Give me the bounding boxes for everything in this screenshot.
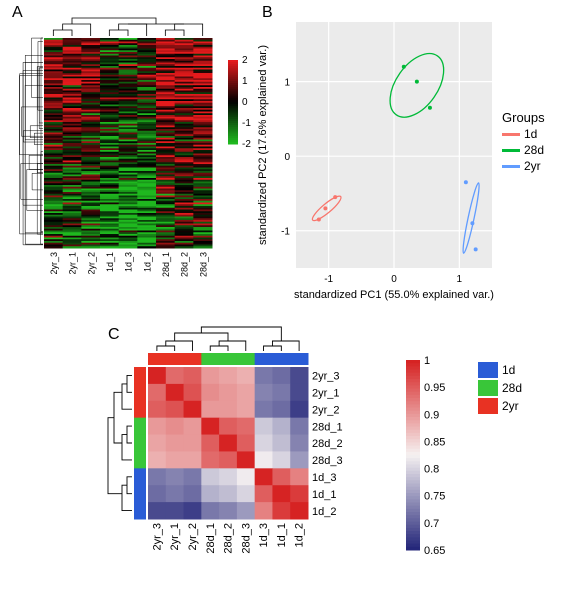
legend-label: 1d <box>502 363 515 377</box>
svg-text:2: 2 <box>242 55 248 66</box>
svg-text:-2: -2 <box>242 139 251 150</box>
legend-title: Groups <box>502 110 545 125</box>
group-color-legend: 1d 28d 2yr <box>478 360 522 416</box>
svg-text:28d_2: 28d_2 <box>223 523 235 554</box>
pca-scatter-b: -1 0 1 -1 0 1 standardized PC1 (55.0% explaine… <box>252 16 518 312</box>
svg-text:28d_2: 28d_2 <box>312 438 343 450</box>
legend-label: 28d <box>502 381 522 395</box>
svg-text:0.9: 0.9 <box>424 409 439 421</box>
svg-text:28d_3: 28d_3 <box>240 523 252 554</box>
svg-text:2yr_1: 2yr_1 <box>68 252 78 275</box>
svg-text:28d_3: 28d_3 <box>198 252 208 277</box>
legend-item-2yr: 2yr <box>502 159 545 173</box>
svg-text:28d_1: 28d_1 <box>312 421 343 433</box>
svg-text:2yr_2: 2yr_2 <box>187 523 199 551</box>
svg-text:2yr_3: 2yr_3 <box>49 252 59 275</box>
legend-swatch <box>478 380 498 396</box>
legend-swatch <box>502 165 520 168</box>
svg-text:-1: -1 <box>281 227 290 238</box>
svg-text:-1: -1 <box>324 274 333 285</box>
legend-swatch <box>502 133 520 136</box>
svg-text:1: 1 <box>242 76 248 87</box>
legend-label: 1d <box>524 127 537 141</box>
svg-text:1d_1: 1d_1 <box>312 489 336 501</box>
svg-text:1d_1: 1d_1 <box>105 252 115 272</box>
legend-label: 2yr <box>502 399 519 413</box>
correlation-heatmap-c: 2yr_3 2yr_1 2yr_2 28d_1 28d_2 28d_3 1d_3 1d_1 1d… <box>92 321 522 591</box>
legend-item-28d: 28d <box>502 143 545 157</box>
svg-text:2yr_3: 2yr_3 <box>312 371 340 383</box>
svg-text:2yr_1: 2yr_1 <box>312 388 340 400</box>
svg-text:0: 0 <box>284 152 290 163</box>
svg-text:2yr_2: 2yr_2 <box>312 404 340 416</box>
svg-text:1: 1 <box>284 78 290 89</box>
svg-text:1d_2: 1d_2 <box>142 252 152 272</box>
svg-text:0.8: 0.8 <box>424 464 439 476</box>
groups-legend: Groups 1d 28d 2yr <box>502 110 545 175</box>
svg-text:-1: -1 <box>242 118 251 129</box>
svg-text:1d_3: 1d_3 <box>124 252 134 272</box>
svg-text:0.7: 0.7 <box>424 518 439 530</box>
svg-text:28d_3: 28d_3 <box>312 455 343 467</box>
svg-text:1: 1 <box>424 355 430 367</box>
legend-label: 2yr <box>524 159 541 173</box>
svg-text:1d_3: 1d_3 <box>258 523 270 547</box>
svg-text:1d_2: 1d_2 <box>294 523 306 547</box>
svg-text:1: 1 <box>457 274 463 285</box>
svg-text:0.75: 0.75 <box>424 491 445 503</box>
svg-text:0.95: 0.95 <box>424 382 445 394</box>
svg-text:28d_2: 28d_2 <box>180 252 190 277</box>
svg-text:2yr_2: 2yr_2 <box>86 252 96 275</box>
svg-text:1d_2: 1d_2 <box>312 506 336 518</box>
svg-text:28d_1: 28d_1 <box>161 252 171 277</box>
legend-swatch <box>478 362 498 378</box>
svg-text:1d_3: 1d_3 <box>312 472 336 484</box>
svg-text:0: 0 <box>242 97 248 108</box>
svg-text:2yr_3: 2yr_3 <box>151 523 163 551</box>
legend-swatch <box>478 398 498 414</box>
svg-text:standardized PC2 (17.6% explai: standardized PC2 (17.6% explained var.) <box>257 45 269 245</box>
svg-text:0.85: 0.85 <box>424 436 445 448</box>
group-legend-28d: 28d <box>478 380 522 396</box>
group-legend-1d: 1d <box>478 362 522 378</box>
svg-text:standardized PC1 (55.0% explai: standardized PC1 (55.0% explained var.) <box>294 289 494 301</box>
svg-text:2yr_1: 2yr_1 <box>169 523 181 551</box>
heatmap-a: 2yr_3 2yr_1 2yr_2 1d_1 1d_3 1d_2 28d_1 28d_2 28d… <box>16 12 266 352</box>
svg-text:0: 0 <box>391 274 397 285</box>
legend-label: 28d <box>524 143 544 157</box>
legend-swatch <box>502 149 520 152</box>
legend-item-1d: 1d <box>502 127 545 141</box>
svg-text:0.65: 0.65 <box>424 545 445 557</box>
svg-text:1d_1: 1d_1 <box>276 523 288 547</box>
group-legend-2yr: 2yr <box>478 398 522 414</box>
svg-text:28d_1: 28d_1 <box>205 523 217 554</box>
